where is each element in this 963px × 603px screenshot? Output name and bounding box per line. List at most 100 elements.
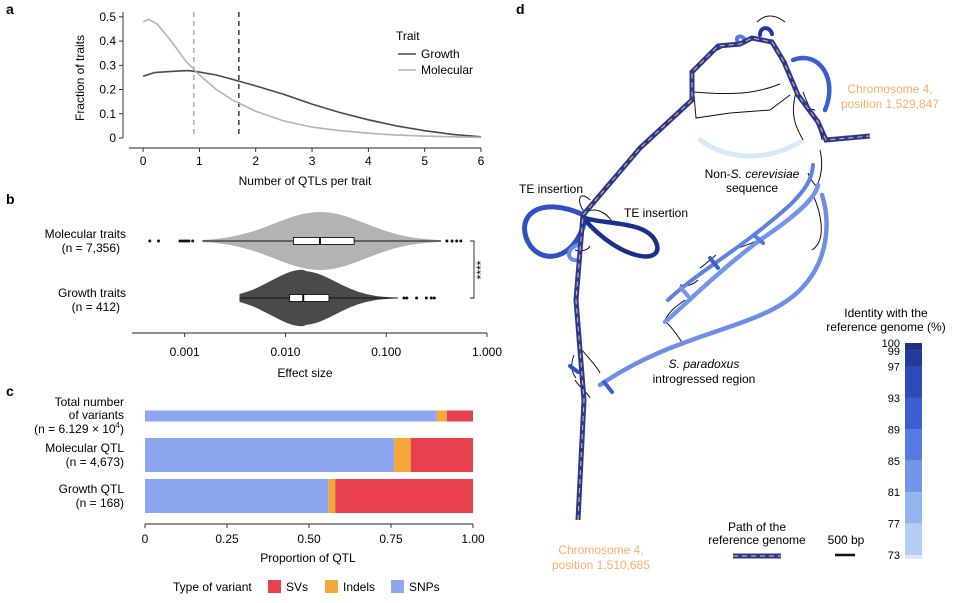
y-tick-label: 0.4 <box>99 34 116 48</box>
x-tick-label: 4 <box>365 154 372 168</box>
outlier-point <box>402 296 406 300</box>
outlier-point <box>450 239 454 243</box>
c-cat0-n: (n = 6.129 × 104) <box>34 421 124 436</box>
top-small-loop-1 <box>734 34 747 44</box>
x-tick-label: 5 <box>421 154 428 168</box>
te-loop-right <box>582 215 660 259</box>
colorbar-segment <box>905 429 922 461</box>
panel-a: a 0 1 2 3 4 5 6 0 0.1 0.2 0.3 0.4 0.5 Number of QTLs… <box>6 1 485 188</box>
top-right-arc <box>790 55 832 113</box>
y-tick-label: 0.3 <box>99 58 116 72</box>
significance-stars: **** <box>474 260 488 279</box>
non-sc-line2: sequence <box>726 181 778 195</box>
legend-molecular-label: Molecular <box>421 63 473 77</box>
panel-c-category-labels: Total number of variants (n = 6.129 × 10… <box>34 395 124 510</box>
panel-b-violins <box>148 212 463 327</box>
scale-label: 500 bp <box>828 533 865 547</box>
outlier-point <box>445 239 449 243</box>
panel-b-letter: b <box>6 191 15 207</box>
chr-bottom-line1: Chromosome 4, <box>558 543 643 557</box>
te-small-loop <box>567 243 580 263</box>
chr-top-line1: Chromosome 4, <box>847 82 932 96</box>
bottom-small-1 <box>568 364 580 374</box>
outlier-point <box>187 239 191 243</box>
reference-path <box>573 35 871 521</box>
iqr-box <box>292 237 355 245</box>
bar-indels <box>328 479 336 513</box>
panel-b: b 0.001 0.010 0.100 1.000 Molecular traits … <box>6 191 502 380</box>
x-tick-label: 1.00 <box>461 532 485 546</box>
mid-small-2 <box>708 256 720 270</box>
top-small-loop-2 <box>758 26 774 37</box>
mid-small-3 <box>753 234 765 245</box>
path-label-line1: Path of the <box>728 520 786 534</box>
legend-snps-label: SNPs <box>409 580 440 594</box>
outlier-point <box>455 239 459 243</box>
spar-arc-mid <box>666 163 815 302</box>
colorbar-tick-label: 99 <box>888 346 900 358</box>
outlier-point <box>178 239 182 243</box>
legend-snps-swatch <box>391 580 404 593</box>
graph-segments <box>522 26 832 394</box>
colorbar-tick-label: 77 <box>888 519 900 531</box>
significance-bracket <box>470 240 475 299</box>
panel-c-letter: c <box>6 383 14 399</box>
panel-a-axes: 0 1 2 3 4 5 6 0 0.1 0.2 0.3 0.4 0.5 <box>99 10 484 168</box>
identity-title-line1: Identity with the <box>844 306 928 320</box>
bar-snps <box>145 479 329 513</box>
bar-svs <box>410 438 473 472</box>
spar-line2: introgressed region <box>653 372 756 386</box>
colorbar-segment <box>905 343 922 351</box>
panel-a-median-lines <box>192 12 240 138</box>
panel-b-n-growth: (n = 412) <box>72 300 120 314</box>
bar-snps <box>145 438 395 472</box>
c-legend-title: Type of variant <box>173 580 252 594</box>
panel-a-ylabel: Fraction of traits <box>73 35 87 121</box>
identity-legend: Identity with the reference genome (%) 1… <box>826 306 945 562</box>
non-sc-line1: Non-S. cerevisiae <box>705 167 800 181</box>
panel-c-axis: 0 0.25 0.50 0.75 1.00 <box>142 523 485 546</box>
bar-snps <box>145 410 437 422</box>
outlier-point <box>148 239 152 243</box>
legend-indels-label: Indels <box>343 580 375 594</box>
colorbar-tick-label: 81 <box>888 487 900 499</box>
c-cat2-label: Growth QTL <box>59 482 125 496</box>
x-tick-label: 0.75 <box>379 532 403 546</box>
x-tick-label: 0.50 <box>297 532 321 546</box>
x-tick-label: 3 <box>309 154 316 168</box>
x-tick-label: 0 <box>142 532 149 546</box>
colorbar-tick-label: 73 <box>888 550 900 562</box>
colorbar-segment <box>905 555 922 559</box>
panel-c-bars <box>145 410 473 513</box>
panel-c: c Total number of variants (n = 6.129 × … <box>6 383 485 594</box>
panel-d-annotations: Chromosome 4, position 1,529,847 Chromos… <box>519 82 939 572</box>
colorbar-tick-label: 100 <box>882 338 900 350</box>
outlier-point <box>415 296 419 300</box>
panel-b-label-molecular: Molecular traits <box>45 227 126 241</box>
c-cat2-n: (n = 168) <box>76 496 124 510</box>
c-cat0-line1: Total number <box>55 395 124 409</box>
te-loop-left <box>522 204 588 259</box>
panel-b-n-molecular: (n = 7,356) <box>62 241 120 255</box>
te-label-1: TE insertion <box>519 182 583 196</box>
non-sc-arc <box>697 137 803 159</box>
panel-c-legend: Type of variant SVs Indels SNPs <box>173 580 440 594</box>
outlier-point <box>180 239 184 243</box>
colorbar-segment <box>905 492 922 524</box>
y-tick-label: 0.1 <box>99 107 116 121</box>
x-tick-label: 2 <box>252 154 259 168</box>
panel-a-series <box>142 18 482 139</box>
y-tick-label: 0.2 <box>99 83 116 97</box>
x-tick-label: 0.25 <box>215 532 239 546</box>
x-tick-label: 0 <box>140 154 147 168</box>
iqr-box <box>289 294 330 302</box>
colorbar-tick-label: 85 <box>888 456 900 468</box>
outlier-point <box>429 296 433 300</box>
panel-b-label-growth: Growth traits <box>58 286 126 300</box>
panel-d-letter: d <box>516 1 525 17</box>
outlier-point <box>459 239 463 243</box>
identity-title-line2: reference genome (%) <box>826 320 945 334</box>
colorbar-segment <box>905 366 922 398</box>
outlier-point <box>157 239 161 243</box>
